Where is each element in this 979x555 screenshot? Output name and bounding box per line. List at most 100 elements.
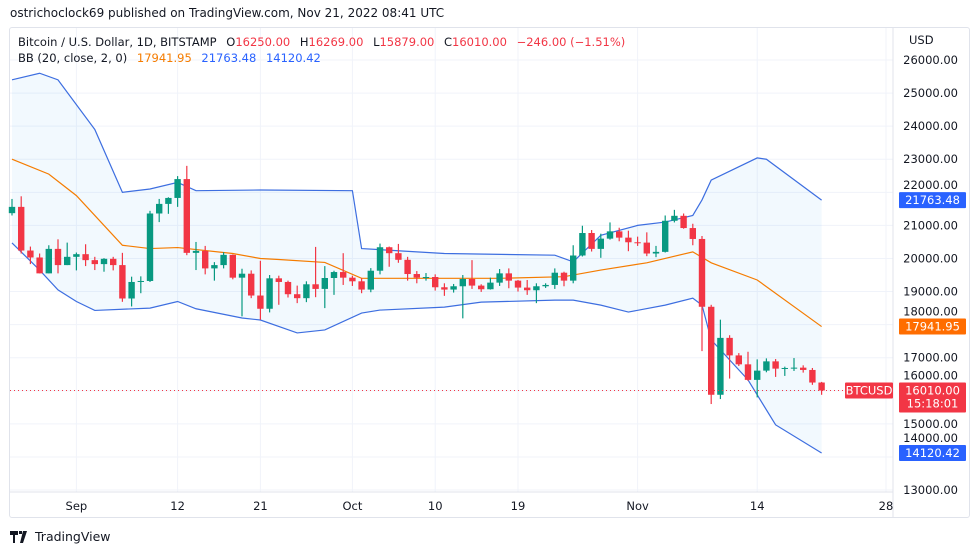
candle <box>450 283 457 293</box>
candle-body <box>496 273 503 283</box>
bb-fill <box>12 73 822 453</box>
candle <box>671 209 678 223</box>
candle <box>570 245 577 284</box>
high-label: H <box>299 35 309 49</box>
candle-body <box>487 282 494 290</box>
candle <box>579 225 586 257</box>
candle <box>533 283 540 304</box>
candle <box>349 275 356 286</box>
candle-body <box>708 306 715 395</box>
candle-body <box>18 206 25 251</box>
price-tick-label: 25000.00 <box>903 86 958 100</box>
candle-body <box>468 278 476 286</box>
footer-brand[interactable]: TradingView <box>10 529 111 544</box>
price-tick-label: 13000.00 <box>903 483 958 497</box>
bb-basis-value: 17941.95 <box>136 51 192 65</box>
candle-body <box>238 273 246 278</box>
candle <box>818 381 825 395</box>
candle <box>726 335 733 379</box>
candle-body <box>542 284 549 287</box>
bb-legend[interactable]: BB (20, close, 2, 0) 17941.95 21763.48 1… <box>18 51 327 65</box>
symbol-tag-text: BTCUSD <box>846 383 893 397</box>
candle-body <box>689 228 696 239</box>
candle <box>128 276 135 307</box>
candle <box>432 274 439 291</box>
high-value: 16269.00 <box>308 35 364 49</box>
candle-body <box>174 179 181 198</box>
time-tick-label: Sep <box>66 499 88 513</box>
candle <box>330 270 338 295</box>
candle-body <box>533 286 540 291</box>
time-tick-label: 19 <box>511 499 526 513</box>
candle-body <box>459 278 466 287</box>
candle-body <box>818 382 825 391</box>
candle <box>45 245 52 274</box>
open-label: O <box>226 35 236 49</box>
candle-body <box>662 220 669 252</box>
candle-body <box>156 203 163 214</box>
close-label: C <box>444 35 453 49</box>
candle-body <box>376 247 384 271</box>
symbol-legend[interactable]: Bitcoin / U.S. Dollar, 1D, BITSTAMP O162… <box>18 35 631 49</box>
candle <box>137 276 144 294</box>
candle-body <box>422 277 430 279</box>
candle <box>496 269 503 286</box>
open-value: 16250.00 <box>235 35 291 49</box>
candle-body <box>248 273 255 296</box>
candle <box>358 278 365 294</box>
candle-body <box>643 242 650 254</box>
candle-body <box>165 197 172 204</box>
currency-label[interactable]: USD <box>909 33 934 47</box>
candle <box>404 256 411 281</box>
candle <box>257 260 264 320</box>
candle <box>441 283 448 296</box>
candle-body <box>386 247 393 254</box>
tradingview-logo-icon <box>10 530 27 543</box>
candle <box>662 215 669 253</box>
candle <box>202 245 209 275</box>
candle <box>192 241 200 271</box>
bb-upper-line <box>11 72 822 263</box>
time-tick-label: 21 <box>253 499 268 513</box>
price-tick-label: 26000.00 <box>903 53 958 67</box>
candle <box>708 304 715 405</box>
close-value: 16010.00 <box>452 35 507 49</box>
candle <box>680 213 687 229</box>
candle <box>8 198 16 216</box>
candle-body <box>312 284 319 289</box>
candle <box>413 271 420 284</box>
candle-body <box>340 272 347 278</box>
candle-body <box>220 254 227 266</box>
candle-body <box>404 259 411 275</box>
candle-body <box>303 284 310 299</box>
candle <box>809 367 816 385</box>
candle-body <box>82 254 89 261</box>
candle <box>100 258 108 272</box>
candles <box>8 165 825 405</box>
low-label: L <box>373 35 380 49</box>
bb-lower-tag-text: 14120.42 <box>905 446 960 460</box>
candle <box>119 252 126 302</box>
candle-body <box>110 258 117 266</box>
candle-body <box>634 242 641 244</box>
time-tick-label: 12 <box>170 499 185 513</box>
candle <box>211 262 218 281</box>
candle <box>275 275 282 305</box>
price-tick-label: 20000.00 <box>903 251 958 265</box>
candle <box>790 358 798 371</box>
candle-body <box>505 273 512 281</box>
candle <box>294 285 301 304</box>
candle <box>459 275 466 319</box>
price-tick-label: 14000.00 <box>903 431 958 445</box>
candle-body <box>294 294 301 299</box>
candle-body <box>441 287 448 290</box>
candle <box>781 366 788 376</box>
candle-body <box>229 254 236 278</box>
candle-body <box>772 361 779 369</box>
bb-upper-tag: 21763.48 <box>899 192 966 209</box>
candle <box>717 319 724 400</box>
time-tick-label: Nov <box>626 499 649 513</box>
last-price-tag-box <box>899 382 966 413</box>
